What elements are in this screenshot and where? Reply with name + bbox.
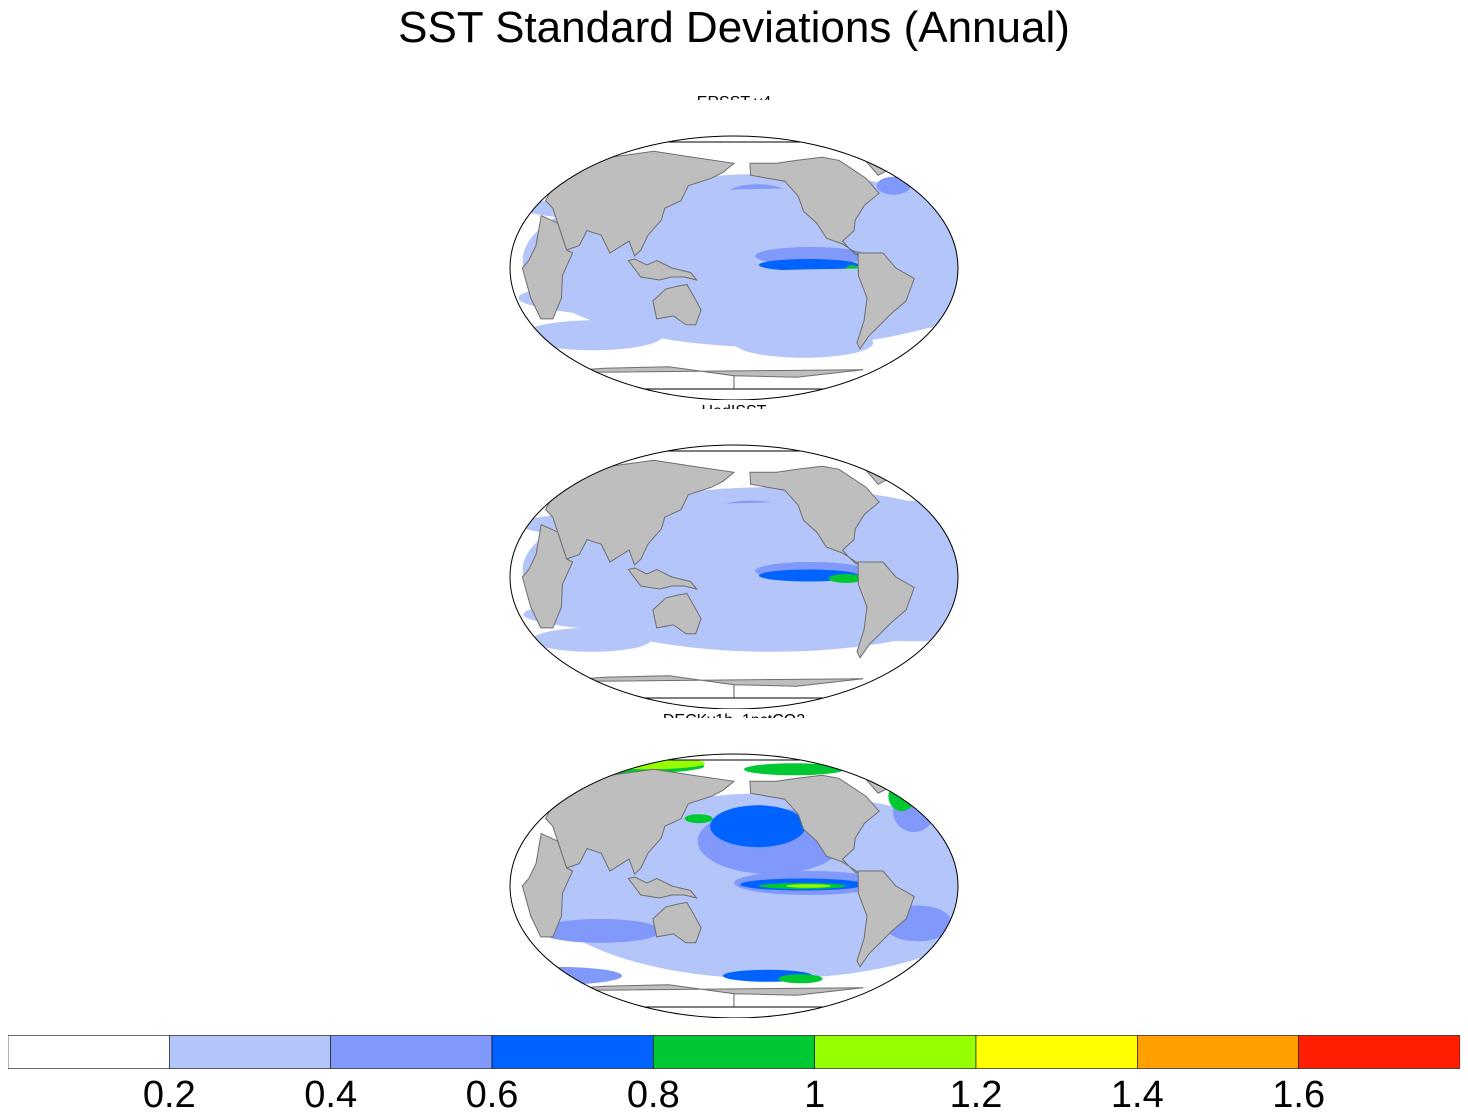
polar-cut-bottom (500, 389, 968, 400)
colorbar-tick-label: 1 (804, 1074, 826, 1116)
sst-contour-patch (532, 627, 651, 652)
sst-contour-patch (828, 574, 864, 583)
land-antarctica (542, 675, 864, 709)
colorbar-swatch (169, 1035, 331, 1069)
sst-contour-patch (684, 814, 713, 824)
map-body (510, 136, 958, 400)
land-indonesia (627, 876, 699, 899)
sst-contour-patch (758, 259, 859, 271)
map-frame (509, 753, 959, 1018)
colorbar-swatch (975, 1035, 1138, 1069)
land-africa (521, 214, 574, 320)
map-frame (509, 444, 959, 709)
colorbar (8, 1035, 1460, 1069)
map-panel-deck: DECKv1b_1pctCO2 1-150 C (500, 712, 968, 1018)
land-north-america (749, 156, 880, 257)
land-indonesia (627, 258, 699, 281)
sst-contour-patch (518, 268, 958, 328)
polar-cut-bottom (500, 1007, 968, 1018)
sst-contour-patch (523, 587, 958, 642)
colorbar-swatch (8, 1035, 170, 1069)
polar-cut-bottom (500, 698, 968, 709)
colorbar-swatch (814, 1035, 977, 1069)
land-australia (652, 592, 702, 635)
land-australia (652, 901, 702, 944)
colorbar-swatch (1137, 1035, 1299, 1069)
sst-contour-patch (778, 974, 823, 984)
land-indonesia (627, 567, 699, 590)
sst-contour-patch (744, 763, 845, 776)
sst-map (500, 409, 968, 709)
map-frame (509, 135, 959, 400)
figure-title: SST Standard Deviations (Annual) (398, 3, 1070, 52)
colorbar-swatch (653, 1035, 815, 1069)
polar-cut-top (500, 718, 968, 760)
sst-contour-patch (734, 327, 874, 358)
polar-cut-top (500, 409, 968, 451)
land-australia (652, 283, 702, 326)
sst-map (500, 718, 968, 1018)
map-panel-hadisst: HadISST 1979-2012 C (500, 403, 968, 709)
map-body (510, 445, 958, 709)
sst-contour-patch (873, 770, 877, 775)
colorbar-tick-label: 0.8 (626, 1074, 680, 1116)
sst-contour-patch (873, 769, 882, 779)
sst-map (500, 100, 968, 400)
sst-contour-patch (519, 187, 958, 230)
map-panel-ersst: ERSST v4 1979-2012 C (500, 94, 968, 400)
sst-contour-patch (519, 500, 958, 549)
colorbar-tick-label: 1.6 (1272, 1074, 1326, 1116)
colorbar-swatch (491, 1035, 654, 1069)
sst-contour-patch (876, 176, 911, 195)
land-north-america (749, 465, 880, 566)
colorbar-swatch (330, 1035, 493, 1069)
colorbar-swatch (1298, 1035, 1460, 1069)
colorbar-tick-label: 0.6 (465, 1074, 519, 1116)
land-africa (521, 832, 574, 938)
land-north-america (749, 774, 880, 875)
sst-contour-patch (539, 918, 662, 943)
sst-contour-patch (522, 320, 664, 351)
sst-contour-patch (888, 781, 916, 812)
land-south-america (856, 870, 915, 968)
land-africa (521, 523, 574, 629)
land-south-america (856, 252, 915, 350)
polar-cut-top (500, 100, 968, 142)
colorbar-tick-label: 0.4 (304, 1074, 358, 1116)
map-body (510, 754, 958, 1018)
sst-contour-patch (710, 805, 806, 848)
land-antarctica (542, 984, 864, 1018)
land-antarctica (542, 366, 864, 400)
colorbar-tick-label: 0.2 (142, 1074, 196, 1116)
sst-contour-patch (786, 884, 832, 888)
land-south-america (856, 561, 915, 659)
colorbar-tick-label: 1.2 (949, 1074, 1003, 1116)
colorbar-tick-label: 1.4 (1110, 1074, 1164, 1116)
